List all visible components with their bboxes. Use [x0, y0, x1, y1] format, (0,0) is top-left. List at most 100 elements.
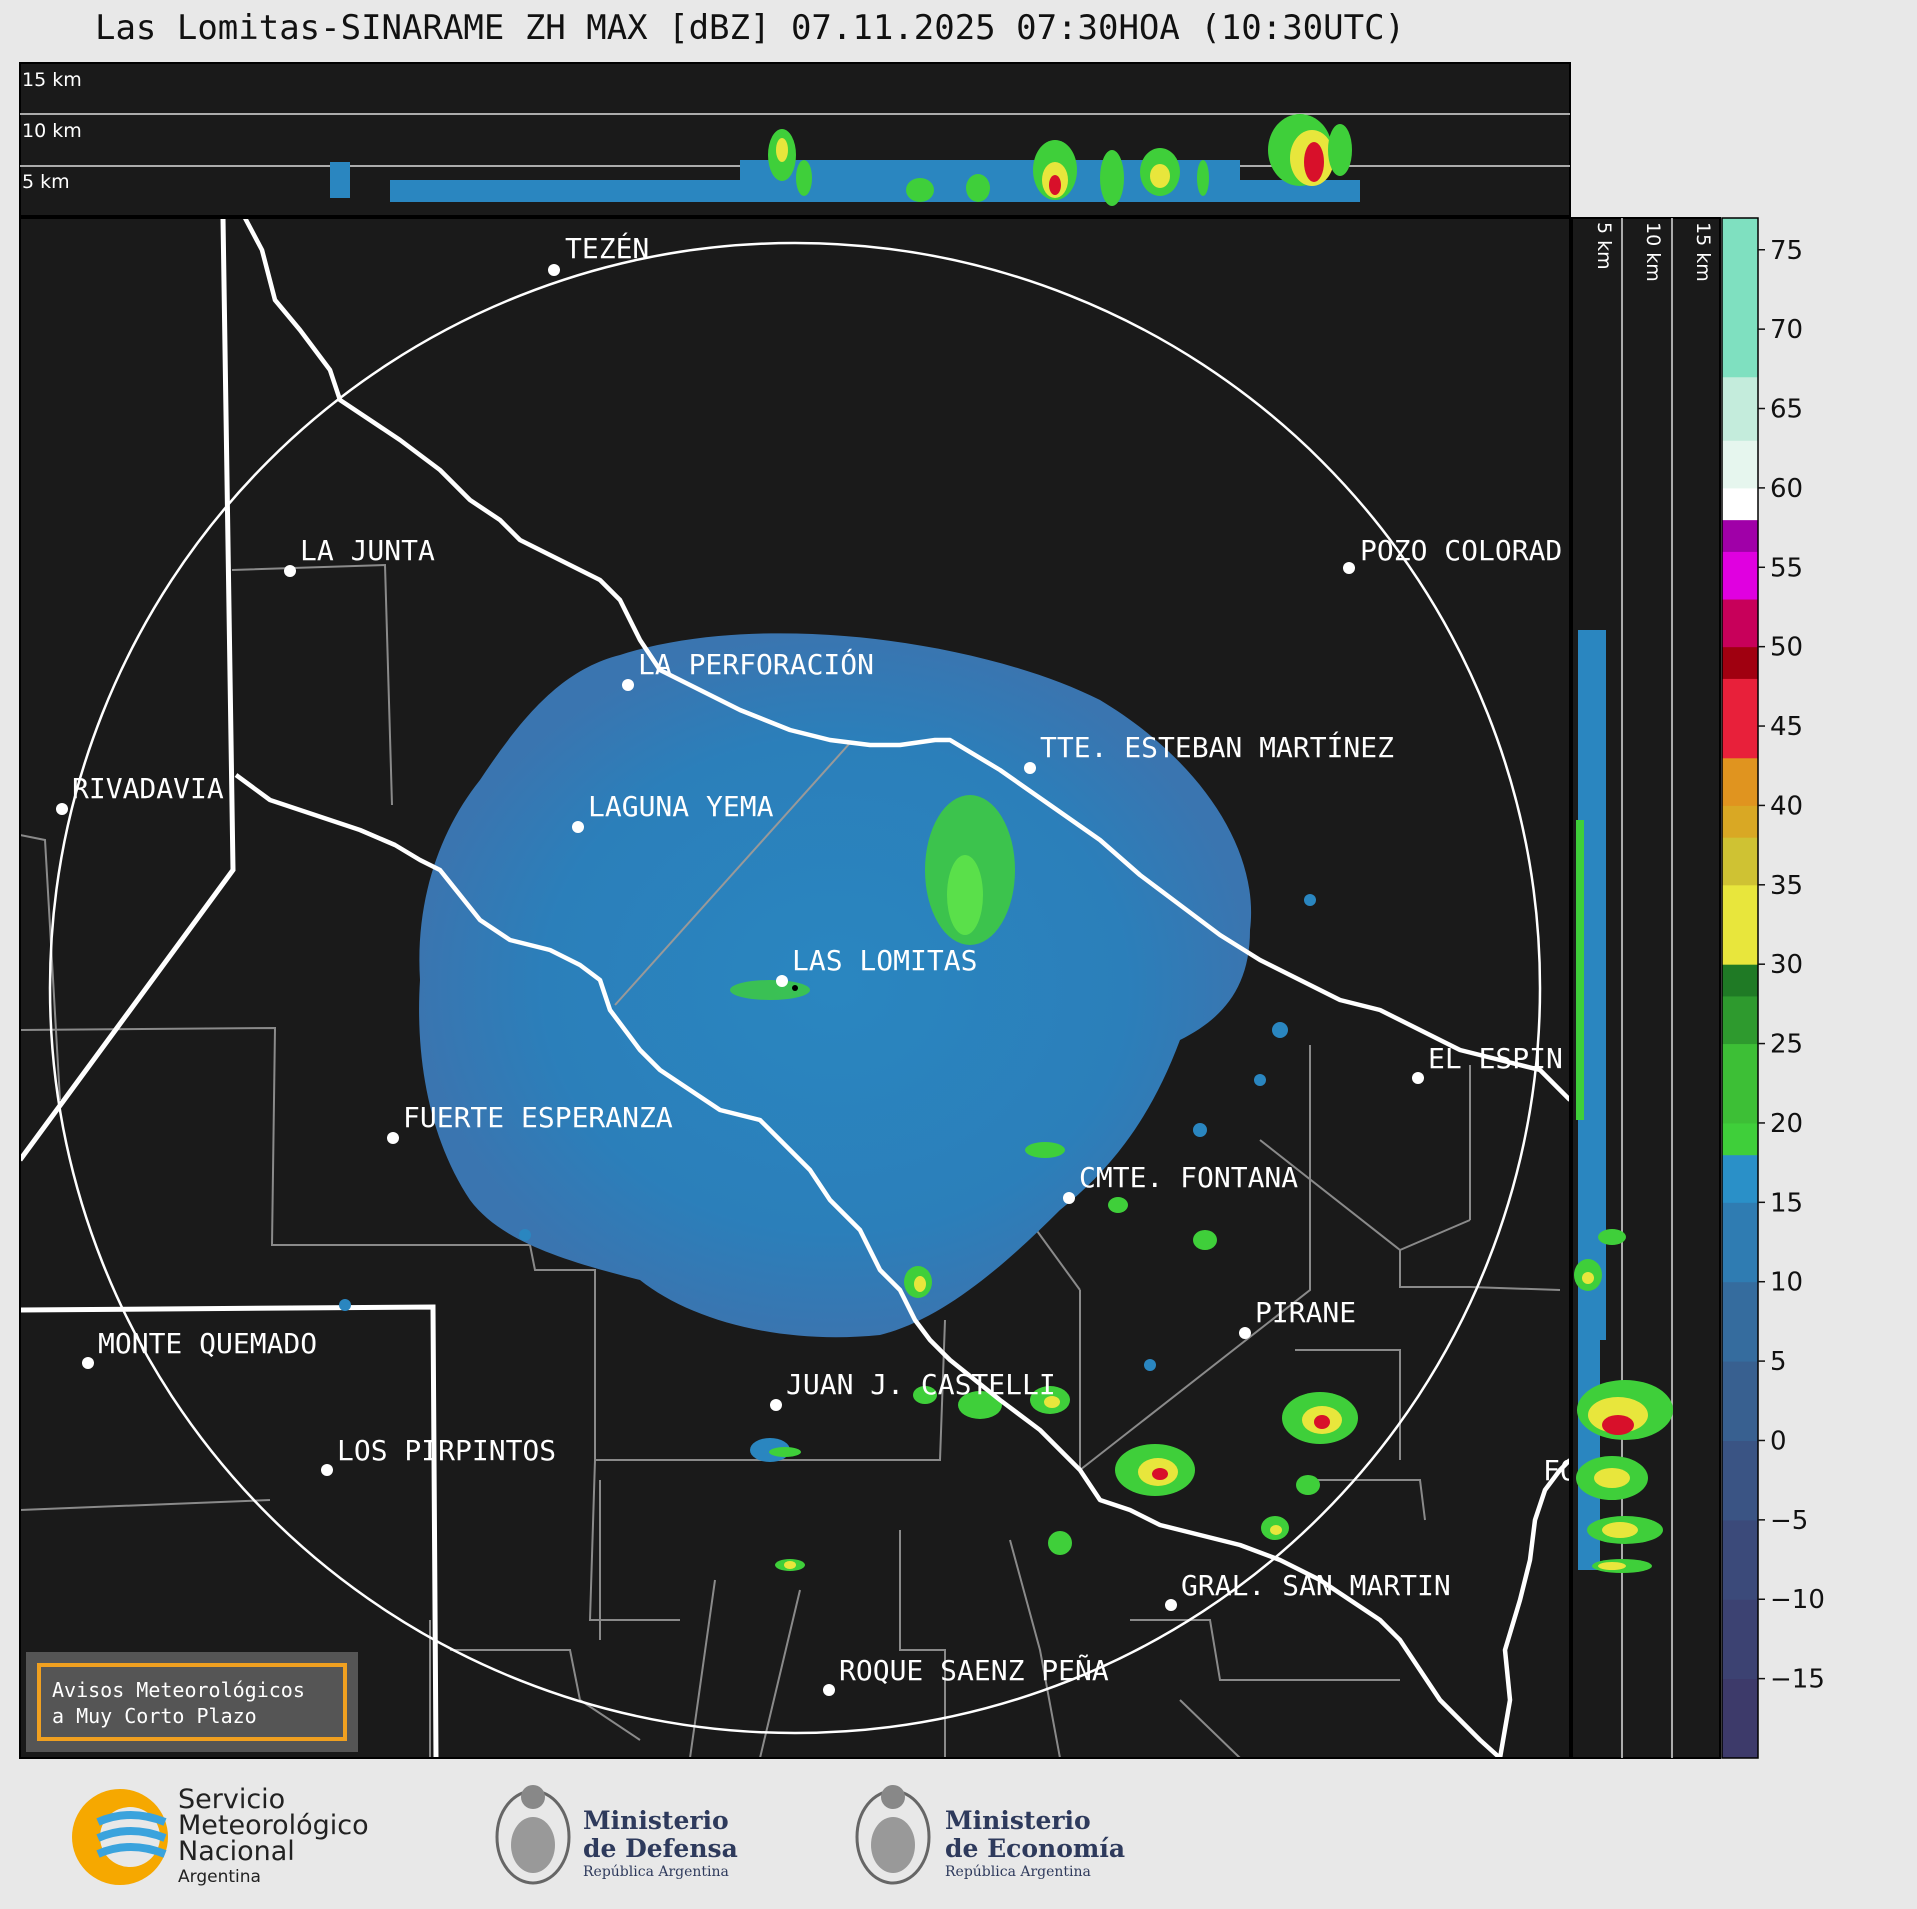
- city-dot-laguna-yema: [572, 821, 584, 833]
- colorbar-tick-label: 20: [1770, 1109, 1803, 1139]
- colorbar-band: [1722, 805, 1758, 838]
- city-dot-la-junta: [284, 565, 296, 577]
- economia-line-1: Ministerio: [945, 1806, 1091, 1835]
- city-dot-gral-san-martin: [1165, 1599, 1177, 1611]
- economia-seal-shield: [871, 1817, 915, 1873]
- colorbar-tick-label: 35: [1770, 871, 1803, 901]
- top-5km-label: 5 km: [22, 171, 70, 193]
- road-line: [614, 742, 851, 1006]
- defensa-seal-shield: [511, 1817, 555, 1873]
- city-dot-monte-quemado: [82, 1357, 94, 1369]
- city-label-rivadavia: RIVADAVIA: [72, 772, 224, 805]
- colorbar-band: [1722, 1361, 1758, 1441]
- colorbar-band: [1722, 218, 1758, 378]
- logo-defensa: Ministerio de Defensa República Argentin…: [495, 1785, 738, 1885]
- defensa-line-3: República Argentina: [583, 1864, 729, 1880]
- colorbar-band: [1722, 551, 1758, 600]
- city-dot-pozo-colorado: [1343, 562, 1355, 574]
- province-borders: [20, 218, 439, 1758]
- top-echo-cell: [330, 162, 350, 198]
- city-label-juan-j-castelli: JUAN J. CASTELLI: [786, 1368, 1056, 1401]
- colorbar-band: [1722, 995, 1758, 1045]
- smn-logo-wave-3: [96, 1843, 167, 1858]
- city-label-las-lomitas: LAS LOMITAS: [792, 944, 977, 977]
- colorbar-band: [1722, 757, 1758, 806]
- convective-cells: [750, 1197, 1358, 1571]
- logo-smn: Servicio Meteorológico Nacional Argentin…: [72, 1784, 369, 1887]
- colorbar-band: [1722, 376, 1758, 441]
- colorbar-band: [1722, 1440, 1758, 1521]
- echo-core-center: [730, 980, 810, 1000]
- smn-line-1: Servicio: [178, 1784, 285, 1815]
- colorbar-band: [1722, 1519, 1758, 1600]
- colorbar-tick-label: 5: [1770, 1347, 1787, 1377]
- city-dot-las-lomitas: [776, 975, 788, 987]
- colorbar-band: [1722, 1678, 1758, 1759]
- colorbar-band: [1722, 440, 1758, 489]
- city-label-los-pirpintos: LOS PIRPINTOS: [337, 1434, 556, 1467]
- city-label-pozo-colorado: POZO COLORAD: [1360, 534, 1562, 567]
- notice-box-frame: [37, 1663, 347, 1741]
- department-borders: [20, 563, 1561, 1758]
- smn-line-4: Argentina: [178, 1867, 261, 1887]
- colorbar-tick-label: 15: [1770, 1188, 1803, 1218]
- side-5km-label: 5 km: [1593, 222, 1615, 270]
- economia-seal-sun: [881, 1785, 905, 1809]
- echo-patch: [1025, 1142, 1065, 1158]
- colorbar-tick-label: 75: [1770, 236, 1803, 266]
- notice-box[interactable]: Avisos Meteorológicos a Muy Corto Plazo: [26, 1652, 358, 1752]
- colorbar-band: [1722, 487, 1758, 521]
- colorbar-band: [1722, 884, 1758, 965]
- city-label-roque-saenz-pena: ROQUE SAENZ PEÑA: [839, 1653, 1109, 1687]
- map-layers: [20, 218, 1570, 1758]
- top-10km-label: 10 km: [22, 120, 82, 142]
- radar-echo-area: [419, 633, 1252, 1338]
- colorbar-tick-label: 0: [1770, 1426, 1787, 1456]
- city-dot-los-pirpintos: [321, 1464, 333, 1476]
- side-echo-cells: [1574, 820, 1673, 1573]
- colorbar-tick-label: −10: [1770, 1585, 1825, 1615]
- colorbar-tick-label: 65: [1770, 395, 1803, 425]
- city-dot-cmte-fontana: [1063, 1192, 1075, 1204]
- city-dot-pirane: [1239, 1327, 1251, 1339]
- range-ring: [48, 241, 1542, 1735]
- city-label-pirane: PIRANE: [1255, 1296, 1356, 1329]
- colorbar-band: [1722, 964, 1758, 997]
- defensa-seal-sun: [521, 1785, 545, 1809]
- colorbar-tick-label: 45: [1770, 712, 1803, 742]
- colorbar-tick-label: 55: [1770, 553, 1803, 583]
- city-dot-el-espin: [1412, 1072, 1424, 1084]
- smn-logo-wave-2: [96, 1827, 167, 1842]
- economia-line-2: de Economía: [945, 1834, 1125, 1863]
- colorbar-tick-label: 25: [1770, 1030, 1803, 1060]
- radar-site-marker: [792, 985, 798, 991]
- colorbar-tick-label: 70: [1770, 315, 1803, 345]
- colorbar-tick-label: −5: [1770, 1506, 1808, 1536]
- colorbar-band: [1722, 519, 1758, 552]
- logo-economia: Ministerio de Economía República Argenti…: [855, 1785, 1125, 1885]
- smn-logo-wave-1: [96, 1811, 167, 1826]
- side-10km-label: 10 km: [1642, 222, 1664, 282]
- smn-line-2: Meteorológico: [178, 1810, 369, 1841]
- colorbar-frame: [1721, 217, 1759, 1759]
- smn-line-3: Nacional: [178, 1836, 295, 1867]
- side-15km-label: 15 km: [1692, 222, 1714, 282]
- colorbar-tick-label: 60: [1770, 474, 1803, 504]
- city-label-fuerte-esperanza: FUERTE ESPERANZA: [403, 1101, 673, 1134]
- map-title: Las Lomitas-SINARAME ZH MAX [dBZ] 07.11.…: [94, 8, 1406, 48]
- colorbar-band: [1722, 1281, 1758, 1362]
- city-label-laguna-yema: LAGUNA YEMA: [588, 790, 774, 823]
- colorbar-band: [1722, 1599, 1758, 1680]
- city-labels: TEZÉN LA JUNTA POZO COLORAD LA PERFORACI…: [56, 231, 1577, 1696]
- defensa-line-2: de Defensa: [583, 1834, 738, 1863]
- colorbar-band: [1722, 646, 1758, 679]
- city-dot-juan-j-castelli: [770, 1399, 782, 1411]
- city-label-tte-esteban-martinez: TTE. ESTEBAN MARTÍNEZ: [1040, 730, 1394, 764]
- echo-core-north-inner: [947, 855, 983, 935]
- city-label-tezen: TEZÉN: [565, 231, 649, 265]
- city-dot-tte-esteban-martinez: [1024, 762, 1036, 774]
- defensa-line-1: Ministerio: [583, 1806, 729, 1835]
- colorbar-band: [1722, 1154, 1758, 1203]
- top-echo-cells: [768, 114, 1352, 206]
